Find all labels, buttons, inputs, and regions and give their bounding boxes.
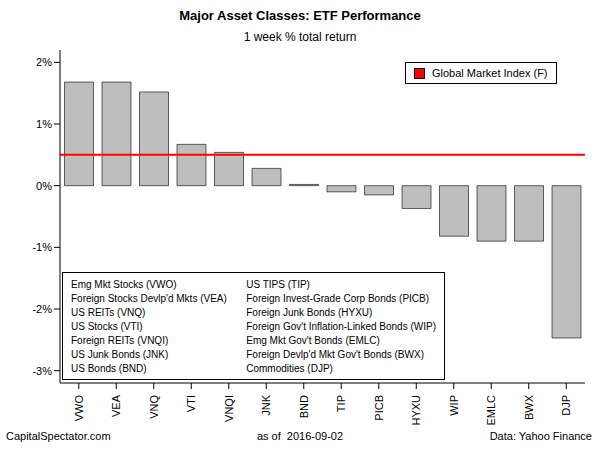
html-text:Data: Yahoo Finance: Data: Yahoo Finance — [489, 430, 592, 442]
html-text:US TIPS (TIP): US TIPS (TIP) — [246, 279, 310, 290]
html-text:Foreign Junk Bonds (HYXU): Foreign Junk Bonds (HYXU) — [246, 307, 373, 318]
svg-text:TIP: TIP — [335, 395, 347, 412]
html-text:Foreign Stocks Devlp'd Mkts (V: Foreign Stocks Devlp'd Mkts (VEA) — [71, 293, 227, 304]
html-text:Emg Mkt Stocks (VWO): Emg Mkt Stocks (VWO) — [71, 279, 177, 290]
html-text:Foreign Devlp'd Mkt Gov't Bond: Foreign Devlp'd Mkt Gov't Bonds (BWX) — [246, 349, 424, 360]
svg-text:-2%: -2% — [32, 303, 52, 315]
html-text:US Bonds (BND): US Bonds (BND) — [71, 363, 147, 374]
svg-text:VWO: VWO — [73, 395, 85, 422]
html-text:US REITs (VNQ): US REITs (VNQ) — [71, 307, 146, 318]
html-text:Commodities (DJP): Commodities (DJP) — [246, 363, 333, 374]
svg-text:VNQI: VNQI — [223, 395, 235, 422]
html-text:Emg Mkt Gov't Bonds (EMLC): Emg Mkt Gov't Bonds (EMLC) — [246, 335, 380, 346]
svg-text:VTI: VTI — [185, 395, 197, 412]
html-text:1 week % total return: 1 week % total return — [243, 30, 357, 44]
svg-text:VEA: VEA — [110, 394, 122, 417]
html-text:Foreign Invest-Grade Corp Bond: Foreign Invest-Grade Corp Bonds (PICB) — [246, 293, 430, 304]
html-text:Global Market Index (F): Global Market Index (F) — [432, 67, 548, 79]
html-text:US Junk Bonds (JNK): US Junk Bonds (JNK) — [71, 349, 169, 360]
svg-text:VNQ: VNQ — [148, 395, 160, 419]
html-text:Major Asset Classes: ETF Perfo: Major Asset Classes: ETF Performance — [179, 8, 421, 23]
svg-text:1%: 1% — [36, 118, 52, 130]
html-text:US Stocks (VTI): US Stocks (VTI) — [71, 321, 143, 332]
svg-text:EMLC: EMLC — [485, 395, 497, 426]
svg-text:0%: 0% — [36, 180, 52, 192]
svg-text:BND: BND — [298, 395, 310, 418]
svg-text:HYXU: HYXU — [410, 395, 422, 426]
svg-text:BWX: BWX — [523, 394, 535, 420]
svg-text:-1%: -1% — [32, 241, 52, 253]
html-text:CapitalSpectator.com: CapitalSpectator.com — [6, 430, 111, 442]
html-text:Foreign Gov't Inflation-Linked: Foreign Gov't Inflation-Linked Bonds (WI… — [246, 321, 436, 332]
html-text:as of 2016-09-02: as of 2016-09-02 — [256, 430, 344, 442]
svg-text:2%: 2% — [36, 56, 52, 68]
svg-text:JNK: JNK — [260, 394, 272, 415]
html-text:Foreign REITs (VNQI): Foreign REITs (VNQI) — [71, 335, 169, 346]
svg-text:WIP: WIP — [448, 395, 460, 416]
svg-text:PICB: PICB — [373, 395, 385, 421]
svg-text:-3%: -3% — [32, 365, 52, 377]
svg-text:DJP: DJP — [560, 395, 572, 416]
